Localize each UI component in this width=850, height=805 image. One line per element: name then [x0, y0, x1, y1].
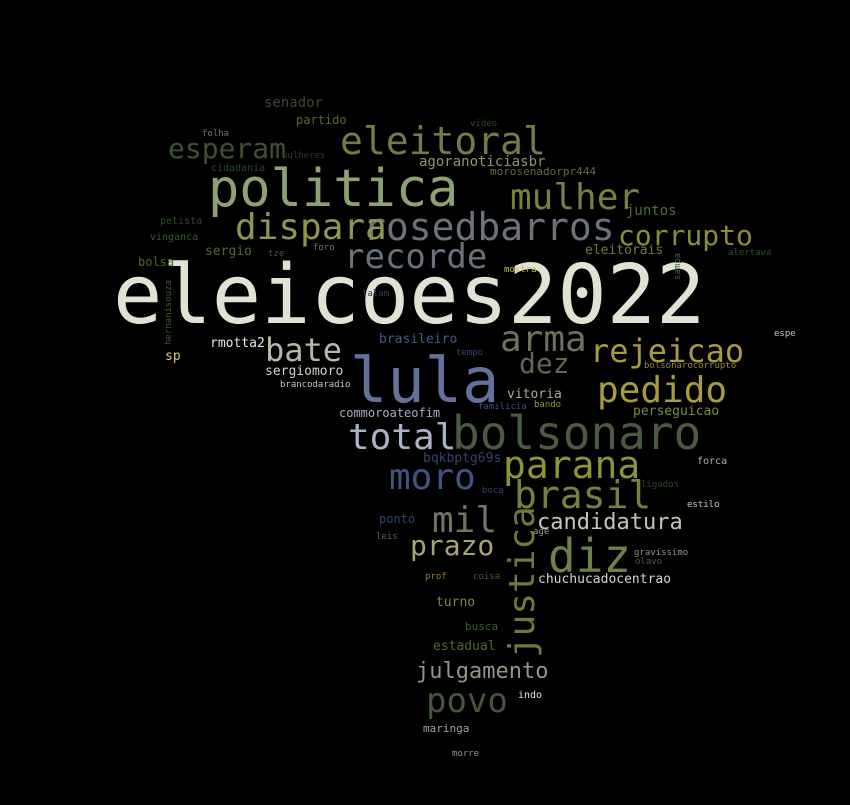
word-tempo: tempo — [456, 348, 484, 358]
word-dez: dez — [519, 347, 570, 380]
word-estadual: estadual — [433, 639, 496, 654]
word-total: total — [348, 417, 457, 458]
word-bate: bate — [265, 331, 343, 369]
word-turno: turno — [436, 595, 476, 610]
word-chuchucadocentrao: chuchucadocentrao — [538, 572, 672, 587]
word-morre: morre — [452, 749, 480, 759]
word-povo: povo — [426, 681, 508, 721]
word-cidadania: cidadania — [211, 163, 266, 174]
word-politica: politica — [208, 159, 459, 219]
word-moro: moro — [389, 457, 476, 498]
word-brasil: brasil — [514, 473, 652, 517]
word-sp: sp — [165, 349, 181, 364]
word-arma: arma — [500, 319, 587, 360]
word-brancodaradio: brancodaradio — [280, 380, 351, 390]
word-corrupto: corrupto — [618, 219, 753, 252]
word-foro: foro — [313, 243, 335, 253]
word-indo: indo — [518, 690, 543, 701]
word-lula: lula — [350, 344, 500, 417]
word-pedido: pedido — [597, 370, 728, 411]
word-coisa: coisa — [473, 572, 501, 582]
word-vitoria: vitoria — [507, 387, 562, 402]
word-morosenadorpr444: morosenadorpr444 — [490, 165, 596, 178]
word-folha: folha — [202, 129, 230, 139]
word-partido: partido — [296, 113, 347, 127]
word-prof: prof — [425, 572, 447, 582]
word-hernanisouza: hernanisouza — [164, 279, 174, 345]
word-forca: forca — [697, 456, 728, 467]
word-estilo: estilo — [687, 500, 720, 510]
word-sergiomoro: sergiomoro — [265, 364, 344, 379]
word-rosedbarros: rosedbarros — [363, 205, 615, 249]
word-agoranoticiasbr: agoranoticiasbr — [419, 154, 546, 170]
word-sampa: sampa — [673, 252, 683, 280]
word-mulher: mulher — [510, 177, 641, 218]
word-rejeicao: rejeicao — [590, 332, 745, 370]
word-mulheres: mulheres — [282, 151, 326, 161]
word-alertava: alertava — [728, 248, 772, 258]
word-bando: bando — [534, 400, 562, 410]
word-ligados: ligados — [641, 480, 679, 490]
word-perseguicao: perseguicao — [633, 404, 720, 419]
word-commoroateofim: commoroateofim — [339, 406, 441, 420]
word-esperam: esperam — [168, 132, 287, 165]
word-candidatura: candidatura — [537, 510, 683, 535]
word-senador: senador — [264, 95, 324, 111]
word-rmotta2: rmotta2 — [210, 336, 265, 351]
word-sergio: sergio — [205, 244, 252, 259]
word-petista: petista — [160, 216, 203, 227]
word-eleitorais: eleitorais — [585, 243, 664, 258]
word-brasileiro: brasileiro — [379, 332, 458, 347]
word-busca: busca — [465, 620, 499, 633]
word-familicia: familicia — [478, 402, 527, 412]
word-gravissimo: gravissimo — [634, 548, 689, 558]
word-vinganca: vinganca — [150, 232, 199, 243]
word-leis: leis — [376, 532, 398, 542]
word-falam: falam — [362, 289, 390, 299]
word-mil: mil — [432, 500, 498, 541]
word-bqkbptg69s: bqkbptg69s — [423, 451, 502, 466]
word-diz: diz — [548, 529, 632, 583]
word-dispara: dispara — [235, 207, 387, 248]
word-bolsa: bolsa — [138, 255, 175, 269]
word-juntos: juntos — [626, 203, 677, 219]
word-ponto: ponto — [379, 512, 416, 526]
word-boca: boca — [482, 486, 504, 496]
word-eleitoral: eleitoral — [340, 119, 546, 163]
word-julgamento: julgamento — [416, 659, 549, 684]
word-olavo: olavo — [635, 557, 663, 567]
word-mostra: mostra — [504, 265, 537, 275]
word-tze: tze — [268, 249, 285, 259]
word-recorde: recorde — [344, 237, 488, 277]
word-prazo: prazo — [410, 529, 495, 562]
word-video: video — [470, 119, 498, 129]
word-parana: parana — [503, 443, 641, 487]
word-bolsonaro: bolsonaro — [452, 406, 702, 460]
word-eleicoes2022: eleicoes2022 — [113, 248, 706, 343]
word-maringa: maringa — [423, 722, 470, 735]
word-age: age — [533, 527, 550, 537]
word-bolsonarocorrupto: bolsonarocorrupto — [644, 361, 737, 371]
word-espe: espe — [774, 329, 796, 339]
